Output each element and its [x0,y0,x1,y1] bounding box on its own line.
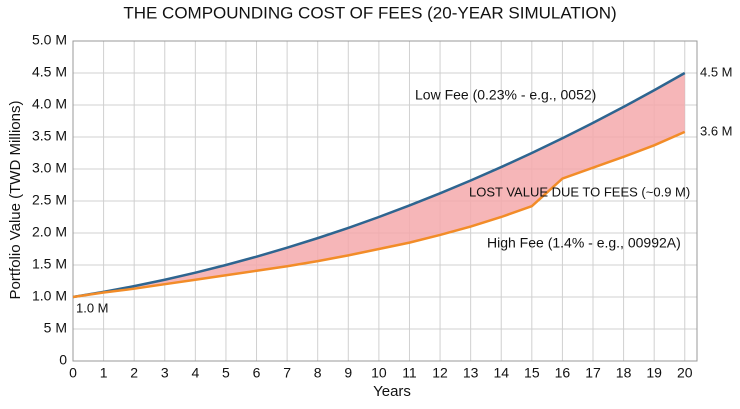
y-tick-label: 2.5 M [32,192,67,208]
x-tick-label: 3 [161,365,169,381]
y-axis-label: Portfolio Value (TWD Millions) [7,101,24,300]
x-tick-label: 12 [432,365,448,381]
x-tick-label: 8 [314,365,322,381]
x-tick-label: 7 [283,365,291,381]
x-tick-label: 6 [253,365,261,381]
x-tick-label: 10 [371,365,387,381]
series-line [72,130,686,299]
x-tick-label: 19 [646,365,662,381]
y-tick-label: 4.0 M [32,96,67,112]
x-tick-label: 17 [585,365,601,381]
x-tick-label: 18 [616,365,632,381]
y-tick-label: 0 [59,352,67,368]
y-tick-label: 3.0 M [32,160,67,176]
x-tick-label: 11 [402,365,417,381]
x-tick-label: 13 [463,365,479,381]
start-label: 1.0 M [76,300,109,315]
x-tick-label: 20 [677,365,693,381]
x-axis-label: Years [373,383,411,400]
x-tick-label: 15 [524,365,540,381]
x-tick-label: 9 [344,365,352,381]
x-tick-label: 5 [222,365,230,381]
chart-title: THE COMPOUNDING COST OF FEES (20-YEAR SI… [123,3,616,22]
end-label: 3.6 M [700,123,733,138]
y-tick-label: 5.0 M [32,32,67,48]
x-tick-label: 4 [191,365,199,381]
x-tick-label: 2 [130,365,138,381]
y-tick-label: 2.0 M [32,224,67,240]
y-tick-label: 1.5 M [32,256,67,272]
end-label: 4.5 M [700,64,733,79]
y-tick-label: 4.5 M [32,64,67,80]
y-tick-label: 1.0 M [32,288,67,304]
series-line [72,71,686,299]
x-tick-label: 1 [100,365,108,381]
y-tick-label: 5 M [44,320,67,336]
x-tick-label: 14 [493,365,509,381]
y-tick-label: 3.5 M [32,128,67,144]
series-label: Low Fee (0.23% - e.g., 0052) [415,87,596,103]
series-label: High Fee (1.4% - e.g., 00992A) [487,235,681,251]
x-tick-label: 16 [555,365,571,381]
gap-label: LOST VALUE DUE TO FEES (~0.9 M) [469,184,690,199]
plot-frame [72,40,698,362]
x-tick-label: 0 [69,365,77,381]
